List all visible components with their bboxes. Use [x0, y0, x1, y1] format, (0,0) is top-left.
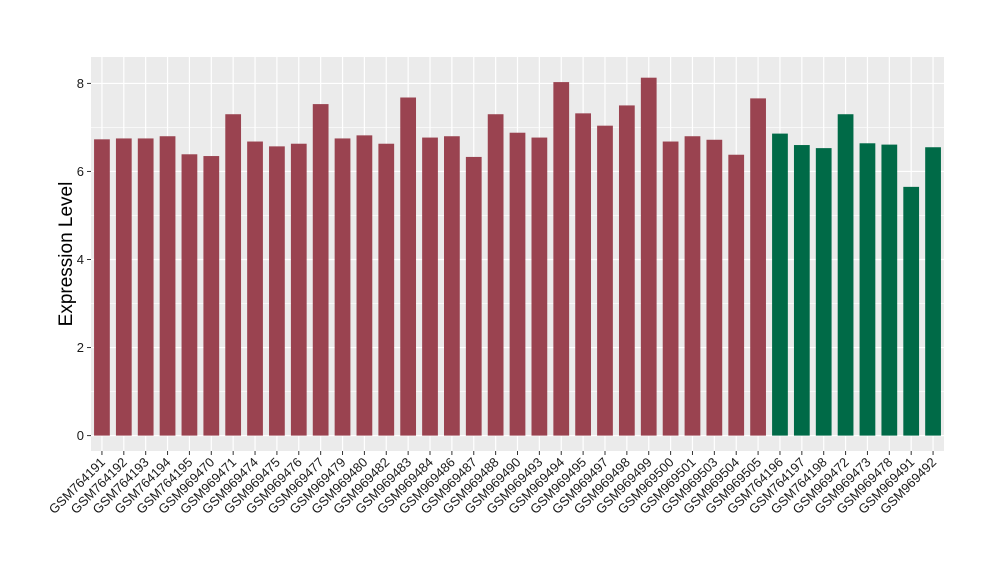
bar [640, 77, 657, 436]
bar [400, 97, 417, 436]
bar [137, 138, 154, 436]
bar-series [94, 77, 941, 436]
bar [772, 133, 788, 436]
bar [312, 104, 329, 436]
bar [356, 135, 373, 436]
bar [881, 144, 898, 436]
bar [706, 139, 723, 436]
y-tick-label: 4 [77, 252, 84, 267]
y-axis-title: Expression Level [56, 182, 77, 327]
y-axis: 0 2 4 6 8 [77, 76, 91, 443]
bar [837, 114, 854, 436]
bar [444, 136, 460, 436]
bar [903, 186, 920, 436]
bar [203, 156, 220, 436]
bar [115, 138, 132, 436]
bar [378, 143, 395, 436]
bar [859, 143, 876, 436]
bar [225, 114, 242, 436]
bar [750, 98, 766, 436]
bar [531, 137, 548, 436]
bar [181, 154, 198, 436]
bar [925, 147, 941, 436]
bar [575, 113, 591, 436]
y-tick-label: 0 [77, 428, 84, 443]
bar [334, 138, 351, 436]
bar [290, 143, 307, 436]
bar [618, 105, 635, 436]
bar [159, 136, 176, 436]
bar [553, 82, 570, 436]
bar [422, 137, 438, 436]
y-tick-label: 6 [77, 164, 84, 179]
bar [815, 148, 832, 436]
bar [269, 146, 285, 436]
bar [509, 132, 526, 436]
y-tick-label: 8 [77, 76, 84, 91]
x-axis: GSM764191GSM764192GSM764193GSM764194GSM7… [46, 451, 939, 517]
bar [597, 125, 613, 436]
bar [465, 156, 482, 436]
bar [247, 141, 263, 436]
bar [94, 139, 110, 436]
bar [793, 145, 810, 436]
y-tick-label: 2 [77, 340, 84, 355]
bar [684, 136, 701, 436]
bar [662, 141, 679, 436]
bar [728, 154, 745, 436]
bar [487, 114, 504, 436]
